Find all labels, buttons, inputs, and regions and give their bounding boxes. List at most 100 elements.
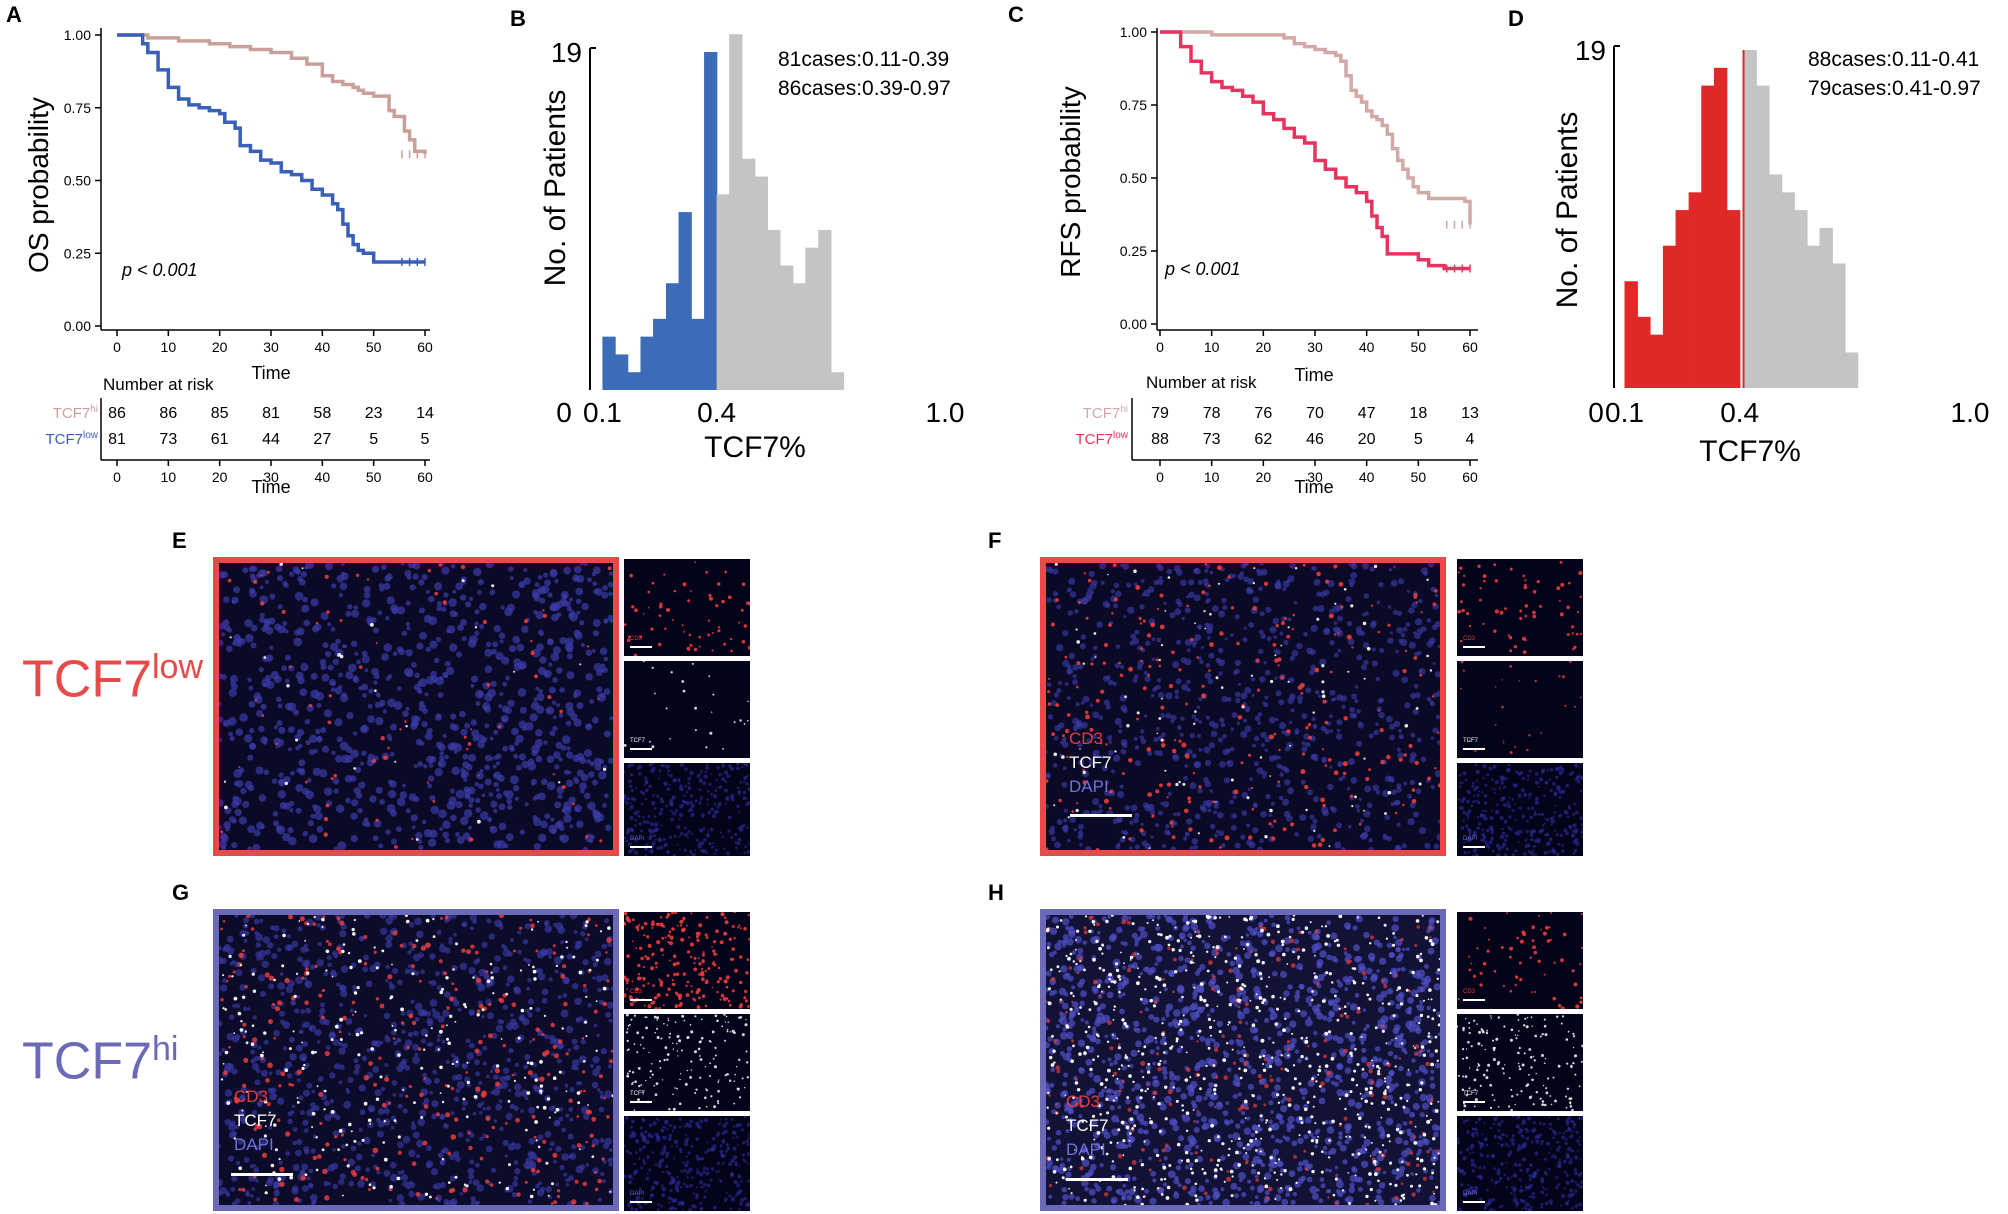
- cell-dot: [1311, 843, 1317, 848]
- cell-dot: [305, 739, 311, 746]
- cell-dot: [397, 1103, 403, 1109]
- cell-dot: [1176, 569, 1183, 576]
- cell-dot: [575, 940, 583, 948]
- cell-dot: [1523, 792, 1528, 797]
- cell-dot: [368, 1188, 371, 1192]
- cell-dot: [607, 757, 613, 764]
- cell-dot: [399, 943, 404, 948]
- cell-dot: [582, 983, 587, 988]
- cell-dot: [392, 967, 399, 975]
- cell-dot: [405, 808, 411, 814]
- cell-dot: [340, 693, 349, 703]
- cell-dot: [713, 952, 717, 956]
- cell-dot: [1307, 735, 1313, 740]
- cell-dot: [336, 574, 345, 583]
- cell-dot: [683, 630, 686, 633]
- cell-dot: [276, 825, 286, 835]
- cell-dot: [475, 1071, 480, 1077]
- cell-dot: [490, 1090, 495, 1095]
- cell-dot: [457, 1007, 462, 1012]
- cell-dot: [1350, 777, 1358, 784]
- cell-dot: [261, 1140, 267, 1146]
- cell-dot: [419, 1109, 427, 1117]
- cell-dot: [747, 601, 750, 606]
- cell-dot: [741, 582, 746, 586]
- cell-dot: [356, 986, 360, 990]
- cell-dot: [1082, 769, 1085, 772]
- cell-dot: [268, 975, 275, 981]
- cell-dot: [1054, 841, 1061, 849]
- cell-dot: [626, 1049, 629, 1052]
- cell-dot: [563, 977, 570, 984]
- cell-dot: [246, 1007, 251, 1011]
- cell-dot: [477, 579, 484, 586]
- cell-dot: [556, 1189, 561, 1193]
- cell-dot: [537, 1145, 541, 1149]
- cell-dot: [408, 793, 417, 802]
- cell-dot: [224, 1008, 227, 1011]
- cell-dot: [1203, 578, 1209, 584]
- cell-dot: [743, 776, 748, 780]
- cell-dot: [315, 691, 325, 701]
- cell-dot: [586, 759, 591, 764]
- cell-dot: [492, 1088, 501, 1096]
- x-tick-label: 0.1: [583, 397, 622, 428]
- cell-dot: [704, 770, 707, 774]
- hist-bar: [1650, 334, 1664, 388]
- cell-dot: [263, 1099, 268, 1104]
- cell-dot: [429, 953, 436, 960]
- cell-dot: [223, 596, 230, 603]
- cell-dot: [471, 675, 478, 683]
- cell-dot: [1186, 679, 1191, 685]
- cell-dot: [450, 1134, 457, 1140]
- cell-dot: [597, 1197, 602, 1202]
- cell-dot: [329, 1098, 335, 1104]
- cell-dot: [1408, 641, 1416, 649]
- cell-dot: [447, 742, 456, 751]
- cell-dot: [663, 573, 666, 576]
- cell-dot: [431, 1113, 437, 1120]
- cell-dot: [251, 1110, 258, 1116]
- cell-dot: [502, 1043, 506, 1048]
- cell-dot: [381, 653, 389, 661]
- cell-dot: [1549, 816, 1554, 821]
- cell-dot: [746, 958, 750, 961]
- cell-dot: [535, 755, 543, 763]
- cell-dot: [651, 954, 654, 957]
- cell-dot: [1350, 604, 1354, 608]
- cell-dot: [334, 1024, 339, 1029]
- cell-dot: [515, 1117, 520, 1123]
- cell-dot: [345, 610, 352, 617]
- cell-dot: [484, 754, 492, 762]
- cell-dot: [482, 1045, 488, 1051]
- cell-dot: [316, 825, 324, 833]
- cell-dot: [647, 606, 650, 609]
- cell-dot: [324, 1050, 330, 1057]
- cell-dot: [296, 1097, 299, 1099]
- cell-dot: [1188, 579, 1195, 586]
- cell-dot: [554, 1111, 557, 1114]
- cell-dot: [585, 1109, 591, 1115]
- cell-dot: [571, 1064, 577, 1071]
- cell-dot: [385, 616, 390, 621]
- cell-dot: [669, 774, 673, 778]
- cell-dot: [467, 742, 472, 746]
- cell-dot: [570, 915, 578, 920]
- cell-dot: [1529, 850, 1534, 856]
- cell-dot: [734, 1073, 736, 1076]
- cell-dot: [355, 1153, 363, 1161]
- cell-dot: [539, 1076, 545, 1082]
- cell-dot: [660, 923, 664, 926]
- cell-dot: [1537, 813, 1541, 816]
- cell-dot: [1300, 779, 1306, 785]
- cell-dot: [539, 656, 547, 664]
- cell-dot: [510, 1013, 514, 1017]
- cell-dot: [364, 915, 371, 919]
- cell-dot: [1133, 569, 1137, 573]
- cell-dot: [257, 569, 266, 578]
- cell-dot: [303, 1021, 310, 1028]
- cell-dot: [306, 1082, 313, 1089]
- cell-dot: [482, 1107, 487, 1111]
- cell-dot: [1364, 611, 1369, 616]
- cell-dot: [699, 1076, 702, 1079]
